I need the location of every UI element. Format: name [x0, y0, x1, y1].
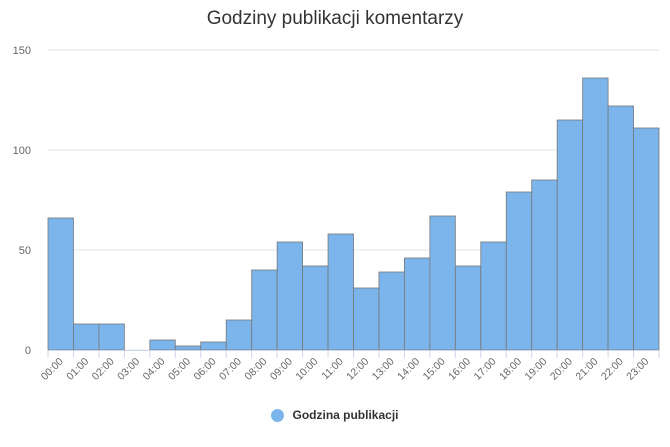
bar[interactable]: [73, 323, 100, 351]
x-tick-label: 01:00: [64, 356, 91, 383]
x-tick-label: 05:00: [166, 356, 193, 383]
x-tick-label: 06:00: [192, 356, 219, 383]
x-tick-label: 11:00: [319, 356, 346, 383]
bar[interactable]: [251, 269, 278, 351]
bar[interactable]: [480, 241, 507, 351]
x-tick-label: 23:00: [624, 356, 651, 383]
x-tick-label: 21:00: [573, 356, 600, 383]
bar[interactable]: [302, 265, 329, 351]
x-tick-label: 07:00: [217, 356, 244, 383]
x-tick-label: 00:00: [39, 356, 66, 383]
x-tick-label: 13:00: [370, 356, 397, 383]
x-tick-label: 20:00: [548, 356, 575, 383]
bar[interactable]: [200, 341, 227, 351]
bar[interactable]: [505, 191, 533, 351]
x-tick-label: 15:00: [421, 356, 448, 383]
bar[interactable]: [556, 119, 584, 351]
chart-legend[interactable]: Godzina publikacji: [0, 408, 670, 422]
y-tick-label: 100: [13, 145, 31, 157]
x-tick-label: 18:00: [497, 356, 524, 383]
x-tick-label: 22:00: [599, 356, 626, 383]
x-tick-label: 19:00: [522, 356, 549, 383]
bar[interactable]: [327, 233, 354, 351]
x-tick-label: 16:00: [446, 356, 473, 383]
y-tick-label: 50: [19, 245, 31, 257]
y-tick-label: 150: [13, 45, 31, 57]
x-tick-label: 10:00: [293, 356, 320, 383]
legend-label: Godzina publikacji: [292, 408, 399, 422]
bar[interactable]: [633, 127, 660, 351]
bar[interactable]: [531, 179, 558, 351]
x-tick-label: 09:00: [268, 356, 295, 383]
bar[interactable]: [149, 339, 176, 351]
bar[interactable]: [353, 287, 380, 351]
x-tick-label: 04:00: [141, 356, 168, 383]
bar[interactable]: [378, 271, 405, 351]
bar[interactable]: [454, 265, 482, 351]
bar[interactable]: [47, 217, 74, 351]
x-tick-label: 14:00: [395, 356, 422, 383]
bar[interactable]: [429, 215, 456, 351]
bar[interactable]: [174, 345, 202, 351]
legend-swatch: [271, 408, 285, 422]
bar[interactable]: [225, 319, 253, 351]
x-tick-label: 08:00: [242, 356, 269, 383]
x-tick-label: 03:00: [115, 356, 142, 383]
x-tick-label: 12:00: [344, 356, 371, 383]
bar[interactable]: [98, 323, 125, 351]
bar[interactable]: [582, 77, 609, 351]
bar[interactable]: [607, 105, 634, 351]
x-tick-label: 02:00: [90, 356, 117, 383]
chart-title: Godziny publikacji komentarzy: [206, 8, 464, 29]
bar[interactable]: [404, 257, 431, 351]
y-tick-label: 0: [25, 345, 31, 357]
bar[interactable]: [276, 241, 303, 351]
x-tick-label: 17:00: [472, 356, 499, 383]
